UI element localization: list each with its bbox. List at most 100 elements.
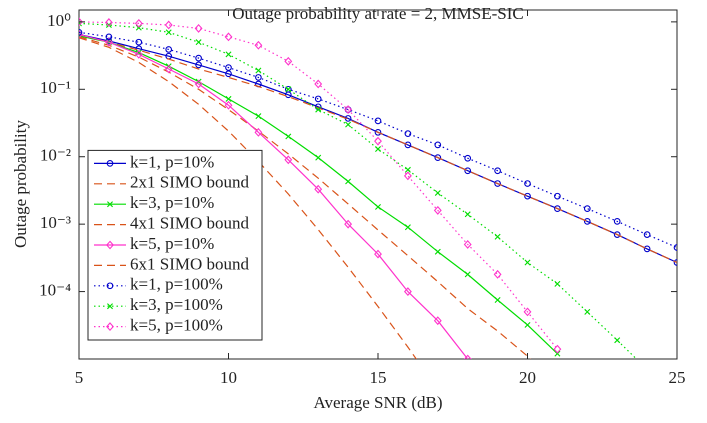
marker [433, 316, 442, 326]
marker [494, 233, 501, 240]
marker [165, 46, 173, 53]
marker [433, 205, 442, 215]
legend-label: 2x1 SIMO bound [130, 173, 250, 192]
legend-label: k=5, p=100% [130, 316, 223, 335]
marker [613, 218, 621, 225]
x-tick-label: 5 [75, 368, 84, 387]
marker [254, 127, 263, 137]
marker [523, 307, 532, 317]
marker [613, 231, 621, 238]
marker [554, 280, 561, 287]
x-tick-label: 10 [220, 368, 237, 387]
marker [285, 86, 292, 93]
marker [374, 128, 382, 136]
legend-label: k=3, p=100% [130, 295, 223, 314]
marker [404, 130, 412, 137]
marker [464, 271, 471, 278]
marker [434, 189, 441, 196]
marker [345, 178, 352, 185]
marker [225, 95, 232, 102]
marker [494, 180, 501, 187]
legend-label: k=1, p=10% [130, 152, 214, 171]
marker [554, 350, 561, 357]
marker [404, 224, 411, 231]
marker [463, 354, 472, 359]
marker [493, 269, 502, 279]
series-line [79, 35, 677, 264]
y-axis-label: Outage probability [11, 120, 30, 248]
legend-marker [106, 240, 114, 250]
marker [554, 192, 561, 200]
marker [254, 40, 263, 50]
series-line [79, 22, 638, 359]
marker [404, 166, 411, 173]
marker [225, 70, 232, 78]
x-axis-label: Average SNR (dB) [313, 393, 442, 412]
marker [553, 344, 562, 354]
marker [314, 184, 323, 194]
marker [195, 54, 202, 62]
marker [284, 155, 293, 165]
series-line [79, 33, 469, 359]
marker [255, 67, 262, 74]
legend-label: k=3, p=10% [130, 193, 214, 212]
marker [285, 133, 292, 140]
marker [164, 20, 173, 30]
y-tick-label: 10⁻² [40, 146, 71, 165]
marker [134, 18, 143, 28]
marker [344, 105, 353, 115]
y-tick-label: 10⁻¹ [40, 78, 71, 97]
marker [105, 33, 113, 41]
legend-marker [106, 282, 114, 290]
marker [374, 136, 382, 146]
series-line [79, 37, 417, 359]
marker [104, 18, 113, 27]
legend-label: k=1, p=100% [130, 275, 223, 294]
marker [403, 171, 412, 181]
marker [225, 51, 232, 58]
marker [225, 64, 232, 71]
marker [494, 297, 501, 303]
marker [554, 205, 561, 212]
legend-marker [107, 303, 113, 310]
marker [614, 337, 621, 344]
legend-label: 6x1 SIMO bound [130, 254, 250, 273]
y-tick-label: 10⁰ [47, 11, 71, 30]
series-line [79, 21, 558, 350]
marker [315, 154, 322, 161]
marker [79, 17, 83, 27]
marker [524, 259, 531, 266]
marker [645, 367, 650, 372]
marker [374, 117, 382, 125]
marker [404, 141, 412, 149]
marker [315, 106, 322, 113]
marker [224, 100, 233, 110]
marker [195, 61, 202, 69]
legend-label: k=5, p=10% [130, 234, 214, 253]
marker [135, 49, 142, 56]
marker [583, 218, 591, 225]
marker [375, 146, 381, 153]
marker [464, 154, 472, 162]
legend-marker [106, 322, 114, 332]
marker [464, 211, 471, 218]
marker [434, 154, 442, 161]
marker [463, 240, 472, 249]
marker [374, 249, 382, 259]
marker [673, 259, 677, 266]
marker [284, 56, 293, 66]
marker [434, 248, 441, 255]
marker [79, 28, 83, 36]
marker [673, 244, 677, 251]
marker [375, 203, 381, 210]
marker [464, 167, 472, 175]
marker [583, 205, 591, 212]
marker [643, 231, 651, 238]
y-tick-label: 10⁻⁴ [39, 280, 71, 299]
marker [195, 39, 202, 46]
marker [224, 32, 233, 42]
x-tick-label: 20 [519, 368, 536, 387]
marker [584, 308, 591, 315]
